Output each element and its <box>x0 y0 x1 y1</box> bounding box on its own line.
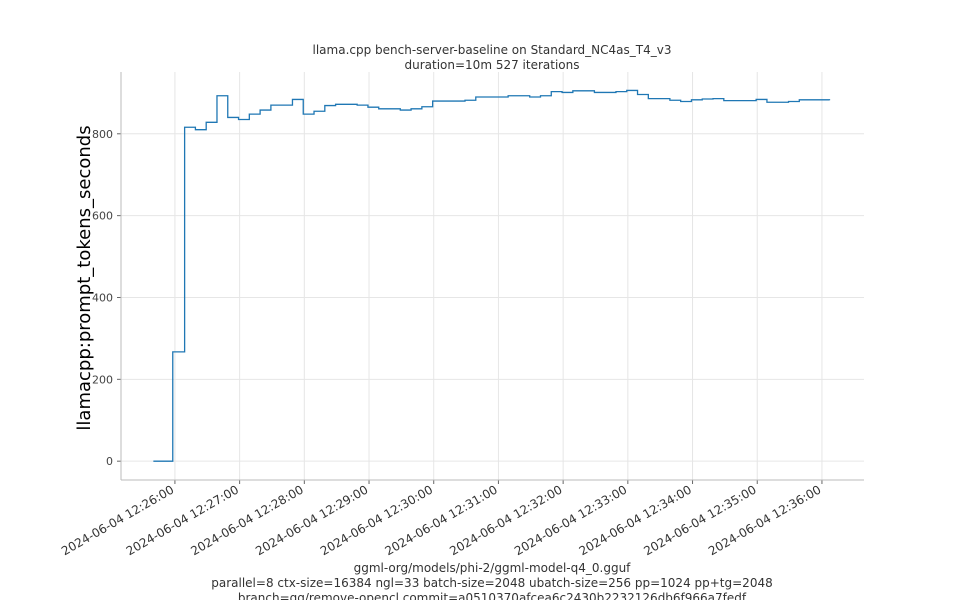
x-tick-label: 2024-06-04 12:36:00 <box>706 482 823 558</box>
y-tick-label: 0 <box>106 455 113 468</box>
x-tick-label: 2024-06-04 12:34:00 <box>577 482 694 558</box>
x-axis-label: branch=gg/remove-opencl commit=a0510370a… <box>238 591 747 600</box>
x-axis-label: parallel=8 ctx-size=16384 ngl=33 batch-s… <box>211 576 772 590</box>
y-tick-label: 600 <box>92 210 113 223</box>
data-line <box>153 89 831 462</box>
x-axis-label: ggml-org/models/phi-2/ggml-model-q4_0.gg… <box>354 561 632 575</box>
x-tick-label: 2024-06-04 12:30:00 <box>318 482 435 558</box>
x-tick-label: 2024-06-04 12:33:00 <box>512 482 629 558</box>
x-tick-label: 2024-06-04 12:29:00 <box>253 482 370 558</box>
x-tick-label: 2024-06-04 12:26:00 <box>59 482 176 558</box>
x-tick-label: 2024-06-04 12:27:00 <box>124 482 241 558</box>
y-tick-label: 800 <box>92 128 113 141</box>
y-tick-label: 400 <box>92 291 113 304</box>
y-axis-label: llamacpp:prompt_tokens_seconds <box>74 125 95 430</box>
chart-subtitle: duration=10m 527 iterations <box>405 58 580 72</box>
y-tick-label: 200 <box>92 373 113 386</box>
x-tick-label: 2024-06-04 12:31:00 <box>383 482 500 558</box>
x-tick-label: 2024-06-04 12:35:00 <box>641 482 758 558</box>
x-tick-label: 2024-06-04 12:28:00 <box>188 482 305 558</box>
x-tick-label: 2024-06-04 12:32:00 <box>447 482 564 558</box>
chart-title: llama.cpp bench-server-baseline on Stand… <box>313 43 672 57</box>
